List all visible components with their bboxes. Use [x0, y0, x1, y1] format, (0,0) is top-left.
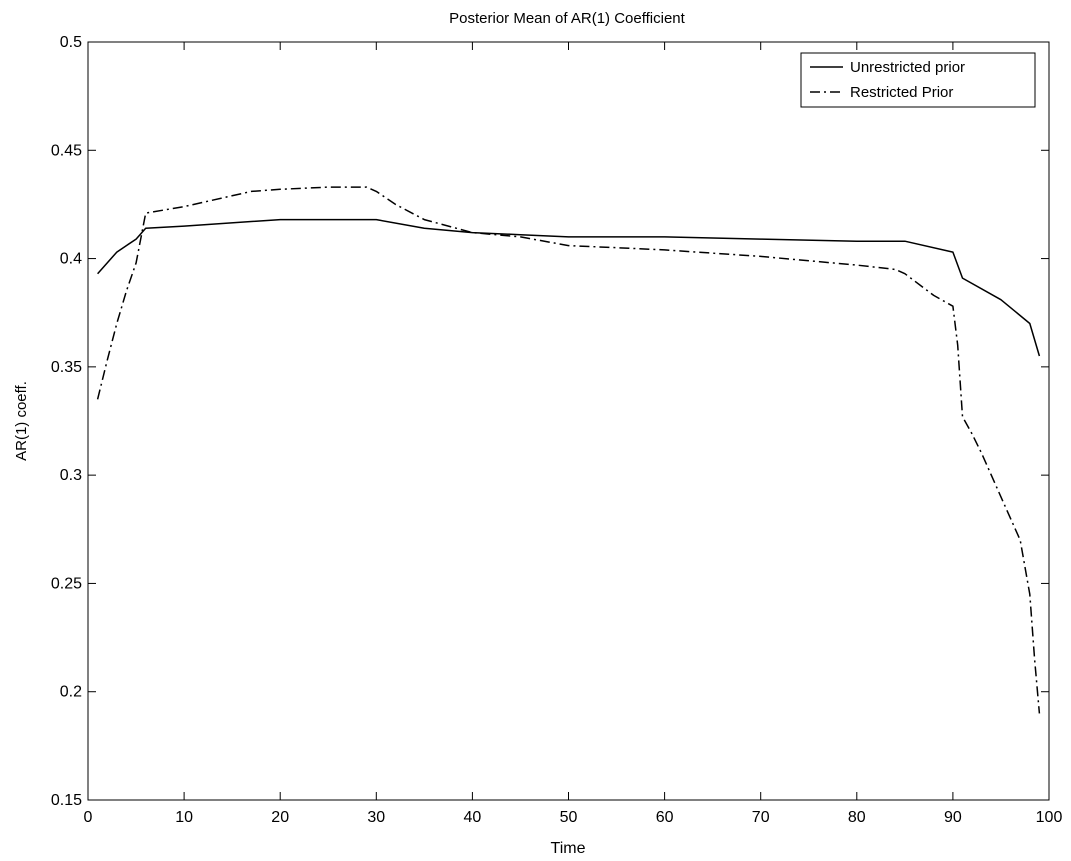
- y-tick-label: 0.45: [51, 142, 82, 159]
- x-tick-label: 80: [848, 809, 866, 826]
- legend-label-restricted: Restricted Prior: [850, 84, 953, 101]
- series-layer: [96, 186, 1041, 714]
- x-tick-label: 100: [1036, 809, 1063, 826]
- y-axis-label: AR(1) coeff.: [13, 381, 30, 461]
- x-axis-label: Time: [551, 840, 586, 857]
- x-tick-label: 20: [271, 809, 289, 826]
- x-tick-label: 60: [656, 809, 674, 826]
- x-tick-label: 70: [752, 809, 770, 826]
- x-tick-label: 10: [175, 809, 193, 826]
- x-tick-label: 30: [367, 809, 385, 826]
- y-tick-label: 0.4: [60, 251, 82, 268]
- y-tick-label: 0.35: [51, 359, 82, 376]
- legend-box: [800, 52, 1036, 108]
- plot-area: [87, 41, 1050, 801]
- y-tick-label: 0.25: [51, 575, 82, 592]
- y-axis: 0.15 0.2 0.25 0.3 0.35 0.4 0.45 0.5: [51, 34, 1049, 809]
- chart-title: Posterior Mean of AR(1) Coefficient: [449, 10, 685, 27]
- x-tick-label: 90: [944, 809, 962, 826]
- y-tick-label: 0.5: [60, 34, 82, 51]
- y-tick-label: 0.2: [60, 684, 82, 701]
- x-tick-label: 40: [464, 809, 482, 826]
- legend: Unrestricted prior Restricted Prior: [800, 52, 1036, 108]
- y-tick-label: 0.15: [51, 792, 82, 809]
- series-line-restricted: [96, 186, 1041, 714]
- x-axis: 0 10 20 30 40 50 60 70 80 90 100: [84, 42, 1063, 826]
- y-tick-label: 0.3: [60, 467, 82, 484]
- legend-label-unrestricted: Unrestricted prior: [850, 59, 965, 76]
- x-tick-label: 0: [84, 809, 93, 826]
- x-tick-label: 50: [560, 809, 578, 826]
- series-line-unrestricted: [97, 218, 1041, 357]
